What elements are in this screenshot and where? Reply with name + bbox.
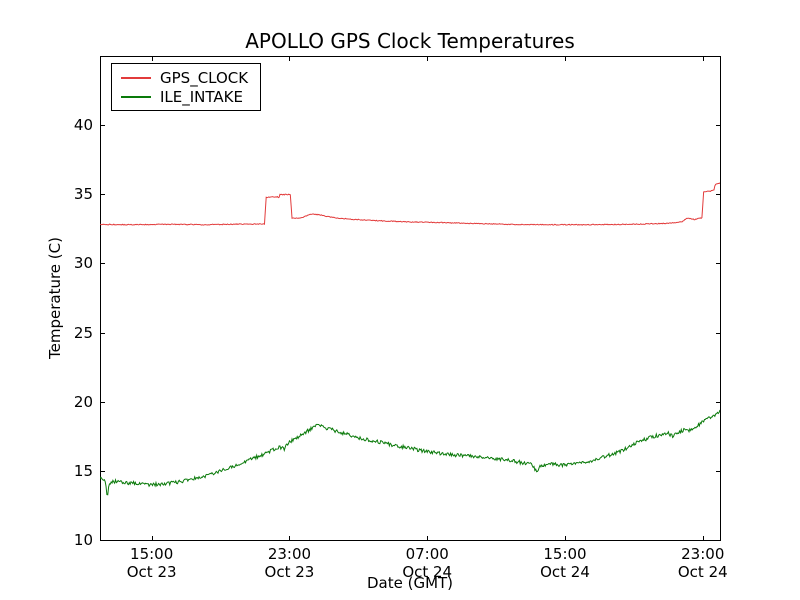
legend-label: GPS_CLOCK <box>160 68 249 87</box>
y-axis-label: Temperature (C) <box>46 237 64 359</box>
x-axis-label: Date (GMT) <box>366 574 454 592</box>
y-tick-label: 35 <box>73 185 93 204</box>
y-tick-label: 15 <box>73 461 93 480</box>
y-tick-label: 25 <box>73 323 93 342</box>
legend-entry: ILE_INTAKE <box>121 87 248 106</box>
legend-line-sample <box>121 95 151 98</box>
x-tick-label: 07:00 Oct 24 <box>402 545 453 581</box>
chart-title: APOLLO GPS Clock Temperatures <box>245 29 575 53</box>
x-tick-label: 23:00 Oct 23 <box>264 545 315 581</box>
y-tick-label: 10 <box>73 531 93 549</box>
x-tick-label: 15:00 Oct 24 <box>540 545 590 581</box>
legend: GPS_CLOCK ILE_INTAKE <box>111 63 262 111</box>
x-tick-label: 23:00 Oct 24 <box>677 545 728 581</box>
y-tick-label: 30 <box>73 254 93 273</box>
legend-label: ILE_INTAKE <box>160 87 243 106</box>
legend-entry: GPS_CLOCK <box>121 68 248 87</box>
y-tick-label: 20 <box>73 392 93 411</box>
x-tick-label: 15:00 Oct 23 <box>126 545 177 581</box>
legend-line-sample <box>121 76 151 79</box>
y-tick-label: 40 <box>73 116 93 135</box>
